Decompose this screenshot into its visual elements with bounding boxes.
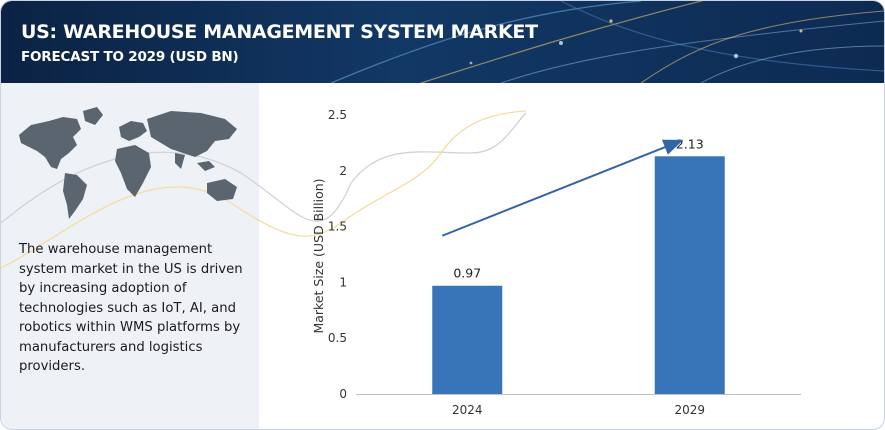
- x-tick-label-2024: 2024: [452, 403, 483, 417]
- bar-2024: [432, 285, 503, 394]
- x-tick-label-2029: 2029: [674, 403, 705, 417]
- y-axis-label: Market Size (USD Billion): [311, 178, 326, 333]
- data-label-2024: 0.97: [453, 266, 481, 281]
- header-banner: US: WAREHOUSE MANAGEMENT SYSTEM MARKET F…: [1, 1, 884, 83]
- y-tick-label: 0.5: [328, 331, 347, 345]
- page-title: US: WAREHOUSE MANAGEMENT SYSTEM MARKET: [21, 21, 538, 43]
- y-tick-label: 2: [339, 164, 347, 178]
- data-label-2029: 2.13: [676, 136, 704, 151]
- bar-2029: [654, 156, 725, 394]
- y-tick-label: 2.5: [328, 108, 347, 122]
- bars: 0.97 2024 2.13 2029: [432, 136, 725, 417]
- market-description: The warehouse management system market i…: [19, 242, 243, 374]
- y-axis-ticks: 0 0.5 1 1.5 2 2.5: [328, 108, 347, 401]
- y-tick-label: 1: [339, 275, 347, 289]
- growth-arrow: [441, 139, 684, 237]
- page-subtitle: FORECAST TO 2029 (USD BN): [21, 49, 239, 65]
- banner-light-streaks: [330, 1, 884, 83]
- y-tick-label: 0: [339, 387, 347, 401]
- y-tick-label: 1.5: [328, 220, 347, 234]
- world-map-icon: [19, 107, 237, 219]
